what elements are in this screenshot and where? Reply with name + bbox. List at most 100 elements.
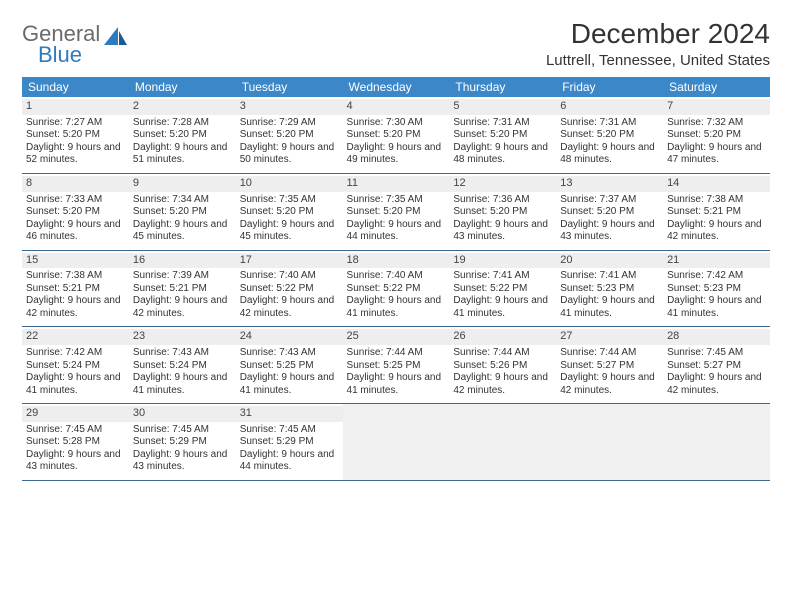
sunset-line: Sunset: 5:20 PM	[240, 129, 339, 142]
day-number: 21	[663, 253, 770, 269]
calendar-cell: 16Sunrise: 7:39 AMSunset: 5:21 PMDayligh…	[129, 250, 236, 327]
calendar-cell: 30Sunrise: 7:45 AMSunset: 5:29 PMDayligh…	[129, 404, 236, 481]
sunset-line: Sunset: 5:20 PM	[347, 206, 446, 219]
sunset-line: Sunset: 5:22 PM	[453, 283, 552, 296]
sunset-line: Sunset: 5:20 PM	[560, 129, 659, 142]
day-number: 20	[556, 253, 663, 269]
daylight-line: Daylight: 9 hours and 48 minutes.	[560, 142, 659, 167]
calendar-cell: 24Sunrise: 7:43 AMSunset: 5:25 PMDayligh…	[236, 327, 343, 404]
day-number: 12	[449, 176, 556, 192]
weekday-row: SundayMondayTuesdayWednesdayThursdayFrid…	[22, 77, 770, 97]
sunset-line: Sunset: 5:22 PM	[347, 283, 446, 296]
sunrise-line: Sunrise: 7:39 AM	[133, 270, 232, 283]
logo-text: General Blue	[22, 24, 100, 66]
title-block: December 2024 Luttrell, Tennessee, Unite…	[546, 18, 770, 69]
sunset-line: Sunset: 5:21 PM	[133, 283, 232, 296]
sunrise-line: Sunrise: 7:30 AM	[347, 117, 446, 130]
sunrise-line: Sunrise: 7:38 AM	[26, 270, 125, 283]
day-number: 1	[22, 99, 129, 115]
sunrise-line: Sunrise: 7:32 AM	[667, 117, 766, 130]
daylight-line: Daylight: 9 hours and 41 minutes.	[347, 295, 446, 320]
sunrise-line: Sunrise: 7:33 AM	[26, 194, 125, 207]
daylight-line: Daylight: 9 hours and 49 minutes.	[347, 142, 446, 167]
day-number: 14	[663, 176, 770, 192]
weekday-header: Thursday	[449, 77, 556, 97]
sunrise-line: Sunrise: 7:42 AM	[667, 270, 766, 283]
calendar-cell: 27Sunrise: 7:44 AMSunset: 5:27 PMDayligh…	[556, 327, 663, 404]
sunrise-line: Sunrise: 7:38 AM	[667, 194, 766, 207]
calendar-cell-empty	[449, 404, 556, 481]
daylight-line: Daylight: 9 hours and 41 minutes.	[240, 372, 339, 397]
sunrise-line: Sunrise: 7:35 AM	[347, 194, 446, 207]
day-number: 17	[236, 253, 343, 269]
daylight-line: Daylight: 9 hours and 45 minutes.	[133, 219, 232, 244]
calendar-row: 8Sunrise: 7:33 AMSunset: 5:20 PMDaylight…	[22, 173, 770, 250]
sunset-line: Sunset: 5:20 PM	[560, 206, 659, 219]
calendar-cell-empty	[556, 404, 663, 481]
sunset-line: Sunset: 5:27 PM	[667, 360, 766, 373]
day-number: 19	[449, 253, 556, 269]
sunrise-line: Sunrise: 7:36 AM	[453, 194, 552, 207]
sunrise-line: Sunrise: 7:34 AM	[133, 194, 232, 207]
calendar-cell: 25Sunrise: 7:44 AMSunset: 5:25 PMDayligh…	[343, 327, 450, 404]
header: General Blue December 2024 Luttrell, Ten…	[22, 18, 770, 69]
daylight-line: Daylight: 9 hours and 43 minutes.	[133, 449, 232, 474]
logo-sail-icon	[102, 25, 128, 47]
sunset-line: Sunset: 5:24 PM	[26, 360, 125, 373]
calendar-cell: 8Sunrise: 7:33 AMSunset: 5:20 PMDaylight…	[22, 173, 129, 250]
calendar-cell: 21Sunrise: 7:42 AMSunset: 5:23 PMDayligh…	[663, 250, 770, 327]
sunrise-line: Sunrise: 7:40 AM	[347, 270, 446, 283]
sunrise-line: Sunrise: 7:43 AM	[133, 347, 232, 360]
daylight-line: Daylight: 9 hours and 41 minutes.	[667, 295, 766, 320]
calendar-body: 1Sunrise: 7:27 AMSunset: 5:20 PMDaylight…	[22, 97, 770, 480]
calendar-cell: 23Sunrise: 7:43 AMSunset: 5:24 PMDayligh…	[129, 327, 236, 404]
calendar-table: SundayMondayTuesdayWednesdayThursdayFrid…	[22, 77, 770, 481]
sunrise-line: Sunrise: 7:44 AM	[453, 347, 552, 360]
sunset-line: Sunset: 5:22 PM	[240, 283, 339, 296]
sunset-line: Sunset: 5:23 PM	[560, 283, 659, 296]
calendar-cell: 9Sunrise: 7:34 AMSunset: 5:20 PMDaylight…	[129, 173, 236, 250]
sunset-line: Sunset: 5:20 PM	[26, 206, 125, 219]
day-number: 11	[343, 176, 450, 192]
sunset-line: Sunset: 5:21 PM	[667, 206, 766, 219]
sunrise-line: Sunrise: 7:42 AM	[26, 347, 125, 360]
calendar-cell: 31Sunrise: 7:45 AMSunset: 5:29 PMDayligh…	[236, 404, 343, 481]
daylight-line: Daylight: 9 hours and 42 minutes.	[26, 295, 125, 320]
weekday-header: Saturday	[663, 77, 770, 97]
daylight-line: Daylight: 9 hours and 43 minutes.	[560, 219, 659, 244]
weekday-header: Sunday	[22, 77, 129, 97]
daylight-line: Daylight: 9 hours and 41 minutes.	[560, 295, 659, 320]
sunrise-line: Sunrise: 7:44 AM	[560, 347, 659, 360]
daylight-line: Daylight: 9 hours and 52 minutes.	[26, 142, 125, 167]
sunset-line: Sunset: 5:29 PM	[133, 436, 232, 449]
day-number: 5	[449, 99, 556, 115]
sunset-line: Sunset: 5:20 PM	[347, 129, 446, 142]
sunrise-line: Sunrise: 7:31 AM	[453, 117, 552, 130]
sunrise-line: Sunrise: 7:45 AM	[133, 424, 232, 437]
sunset-line: Sunset: 5:27 PM	[560, 360, 659, 373]
sunrise-line: Sunrise: 7:28 AM	[133, 117, 232, 130]
daylight-line: Daylight: 9 hours and 47 minutes.	[667, 142, 766, 167]
daylight-line: Daylight: 9 hours and 41 minutes.	[347, 372, 446, 397]
sunset-line: Sunset: 5:25 PM	[347, 360, 446, 373]
daylight-line: Daylight: 9 hours and 51 minutes.	[133, 142, 232, 167]
calendar-cell: 4Sunrise: 7:30 AMSunset: 5:20 PMDaylight…	[343, 97, 450, 173]
calendar-cell: 29Sunrise: 7:45 AMSunset: 5:28 PMDayligh…	[22, 404, 129, 481]
daylight-line: Daylight: 9 hours and 45 minutes.	[240, 219, 339, 244]
daylight-line: Daylight: 9 hours and 42 minutes.	[240, 295, 339, 320]
calendar-cell: 28Sunrise: 7:45 AMSunset: 5:27 PMDayligh…	[663, 327, 770, 404]
calendar-cell: 1Sunrise: 7:27 AMSunset: 5:20 PMDaylight…	[22, 97, 129, 173]
day-number: 10	[236, 176, 343, 192]
weekday-header: Wednesday	[343, 77, 450, 97]
sunset-line: Sunset: 5:25 PM	[240, 360, 339, 373]
day-number: 6	[556, 99, 663, 115]
sunrise-line: Sunrise: 7:35 AM	[240, 194, 339, 207]
sunrise-line: Sunrise: 7:45 AM	[26, 424, 125, 437]
day-number: 18	[343, 253, 450, 269]
weekday-header: Monday	[129, 77, 236, 97]
sunset-line: Sunset: 5:20 PM	[133, 129, 232, 142]
day-number: 23	[129, 329, 236, 345]
sunset-line: Sunset: 5:23 PM	[667, 283, 766, 296]
day-number: 8	[22, 176, 129, 192]
calendar-cell: 6Sunrise: 7:31 AMSunset: 5:20 PMDaylight…	[556, 97, 663, 173]
